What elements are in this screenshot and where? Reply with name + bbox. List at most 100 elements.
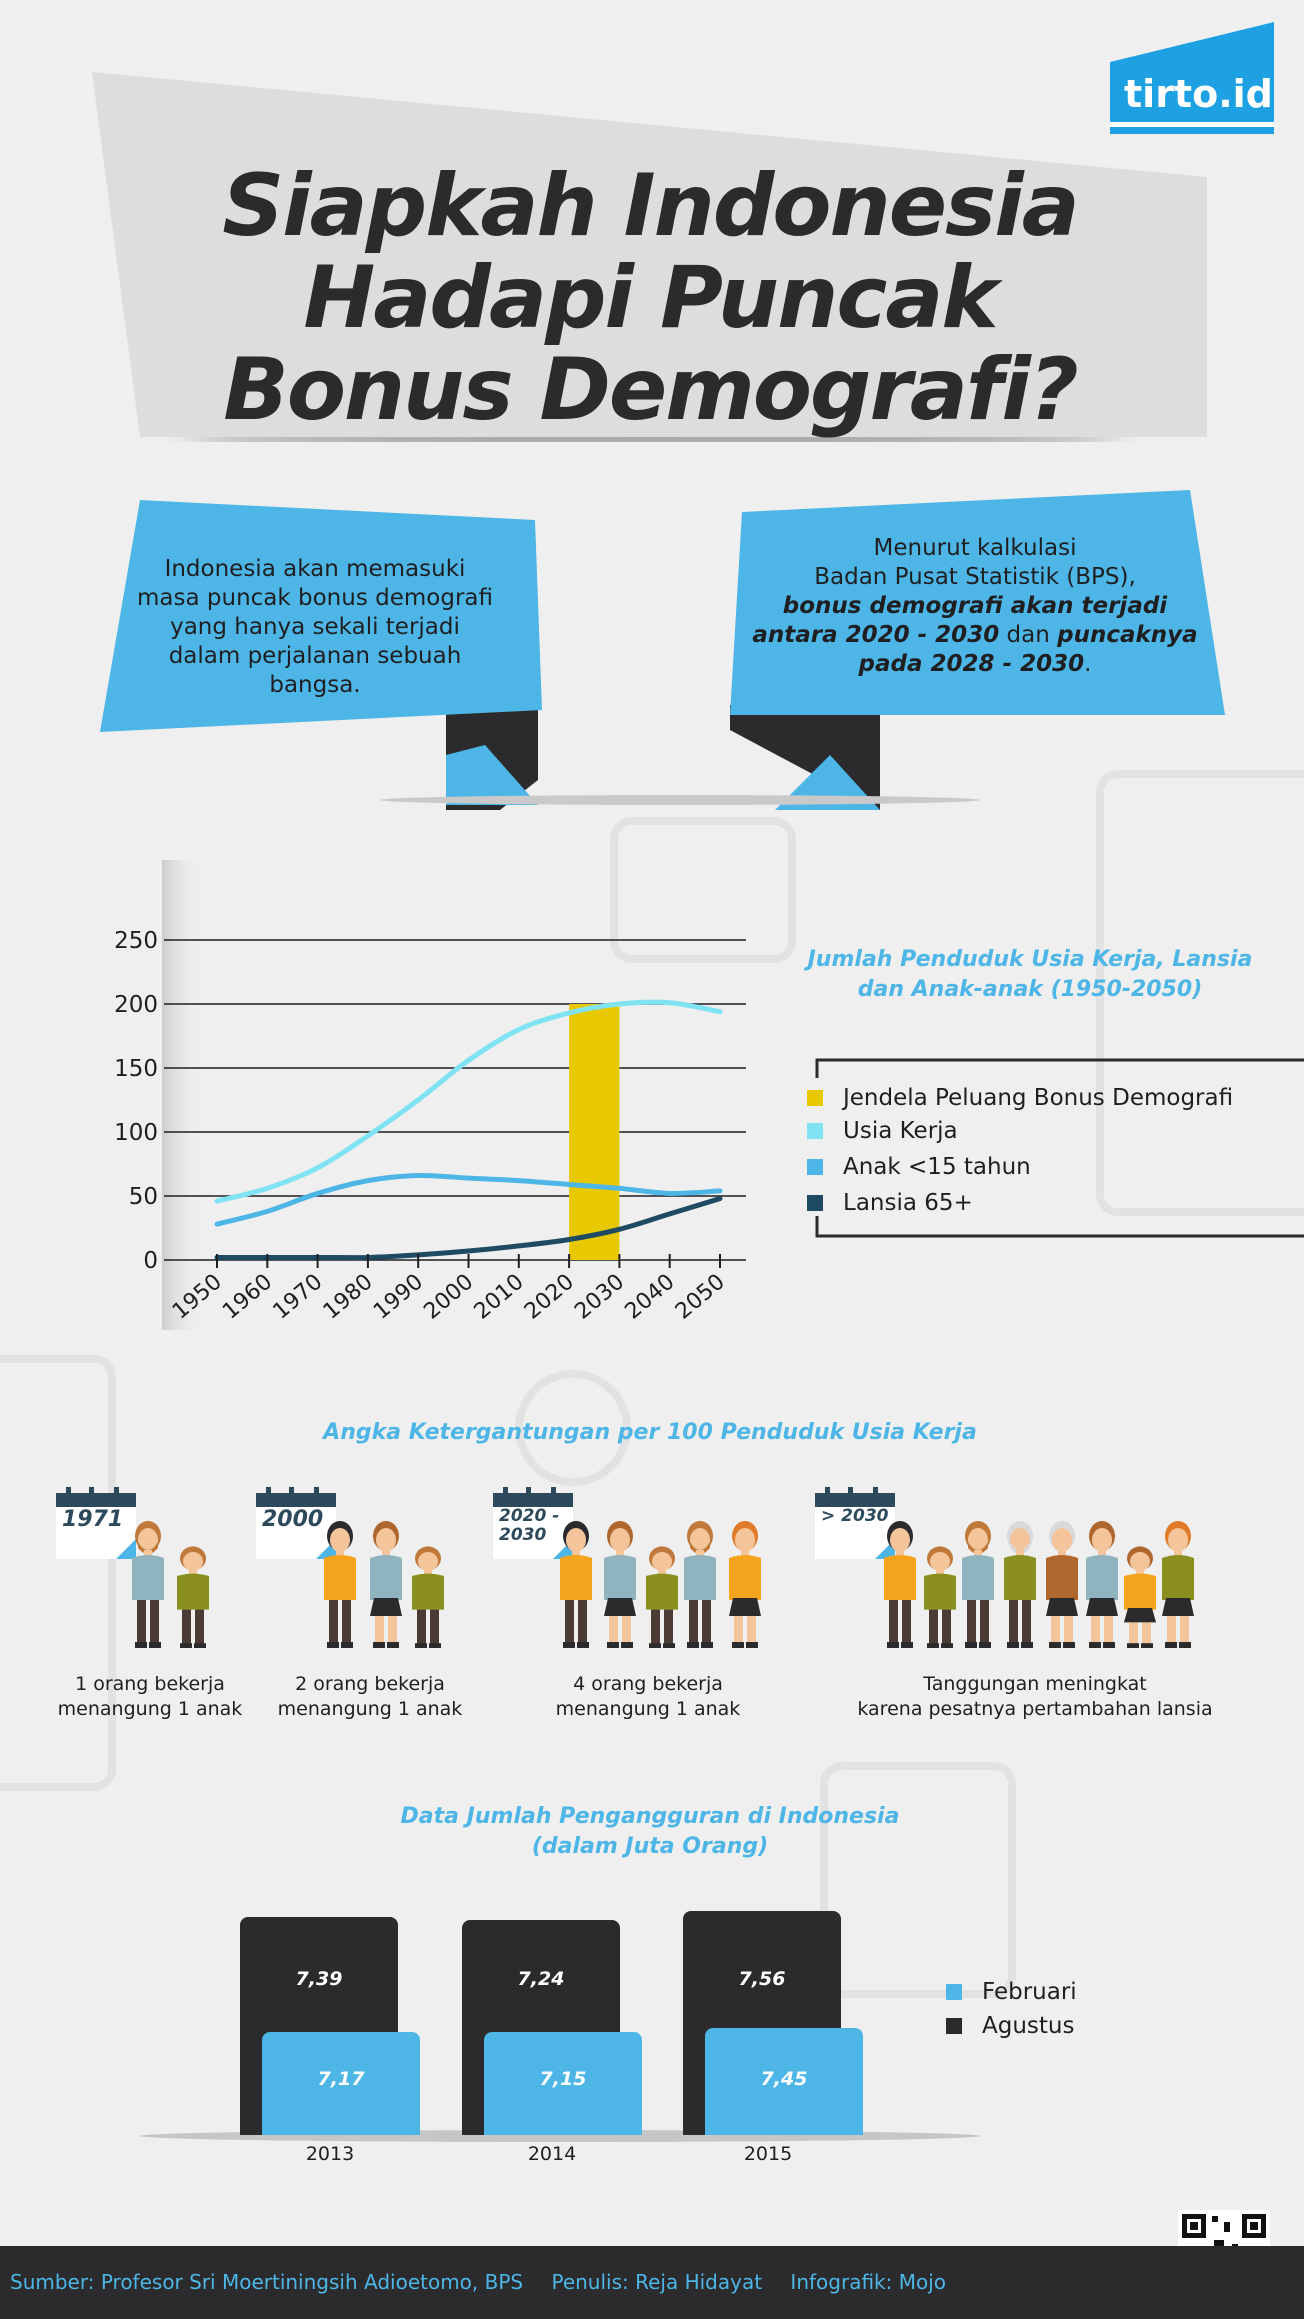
person-icon — [366, 1518, 406, 1652]
person-icon — [1000, 1518, 1040, 1652]
calendar-shape — [56, 1487, 136, 1559]
legend-label: Jendela Peluang Bonus Demografi — [843, 1085, 1234, 1111]
chart-title: Jumlah Penduduk Usia Kerja, Lansia dan A… — [807, 947, 1253, 1002]
bar-februari-2014 — [484, 2032, 642, 2135]
bar-label-agustus-2014: 7,24 — [517, 1968, 565, 1990]
person-icon — [1158, 1518, 1198, 1652]
y-tick-label: 50 — [129, 1184, 158, 1210]
population-chart: 1950196019701980199020002010202020302040… — [114, 860, 746, 1330]
legend-swatch — [807, 1123, 823, 1139]
callout-right-text: Menurut kalkulasi Badan Pusat Statistik … — [745, 534, 1205, 679]
unemployment-title-line1: Data Jumlah Pengangguran di Indonesia — [400, 1804, 900, 1829]
calendar-year: 1971 — [62, 1507, 124, 1532]
x-tick-label: 2030 — [570, 1269, 629, 1324]
footer-writer: Penulis: Reja Hidayat — [551, 2270, 763, 2294]
dependency-caption-2: 2 orang bekerja menangung 1 anak — [270, 1672, 470, 1722]
background-browser-icon — [1096, 770, 1304, 1216]
calendar-icon: 2020 - 2030 — [493, 1487, 573, 1559]
y-tick-label: 0 — [143, 1248, 158, 1274]
background-document-icon — [0, 1355, 116, 1791]
dependency-title: Angka Ketergantungan per 100 Penduduk Us… — [323, 1420, 977, 1445]
y-tick-label: 150 — [114, 1056, 158, 1082]
x-tick-label: 1990 — [369, 1269, 428, 1324]
bar-februari-2015 — [705, 2028, 863, 2135]
callout-right-line2: Badan Pusat Statistik (BPS), — [814, 564, 1136, 590]
footer-infographic: Infografik: Mojo — [790, 2270, 947, 2294]
bonus-window-highlight — [569, 1004, 620, 1260]
caption-line: menangung 1 anak — [277, 1698, 463, 1720]
calendar-icon: 2000 — [256, 1487, 336, 1559]
caption-line: menangung 1 anak — [555, 1698, 741, 1720]
legend-item-usia-kerja: Usia Kerja — [807, 1118, 958, 1144]
legend-label: Anak <15 tahun — [843, 1154, 1031, 1180]
callout-right-bold2: puncaknya pada 2028 - 2030 — [858, 622, 1198, 677]
caption-line: 2 orang bekerja — [295, 1673, 445, 1695]
dependency-caption-3: 4 orang bekerja menangung 1 anak — [548, 1672, 748, 1722]
year-label-2014: 2014 — [527, 2143, 577, 2165]
calendar-shape — [815, 1487, 895, 1559]
legend-item-agustus: Agustus — [946, 2013, 1074, 2039]
legend-swatch — [807, 1159, 823, 1175]
logo-text: tirto.id — [1124, 72, 1273, 116]
dependency-caption-4: Tanggungan meningkat karena pesatnya per… — [810, 1672, 1260, 1722]
bar-label-februari-2015: 7,45 — [760, 2068, 808, 2090]
footer-credits: Sumber: Profesor Sri Moertiningsih Adioe… — [10, 2270, 968, 2294]
person-icon — [556, 1518, 596, 1652]
dependency-caption-1: 1 orang bekerja menangung 1 anak — [50, 1672, 250, 1722]
legend-item-bonus-window: Jendela Peluang Bonus Demografi — [807, 1085, 1233, 1111]
person-icon — [173, 1544, 213, 1652]
footer-source: Sumber: Profesor Sri Moertiningsih Adioe… — [10, 2270, 524, 2294]
callout-right-end: . — [1084, 651, 1092, 677]
x-tick-label: 2000 — [419, 1269, 478, 1324]
legend-label: Februari — [982, 1979, 1077, 2005]
legend-label: Lansia 65+ — [843, 1190, 973, 1216]
person-icon — [320, 1518, 360, 1652]
x-tick-label: 1980 — [319, 1269, 378, 1324]
calendar-shape — [493, 1487, 573, 1559]
person-icon — [958, 1518, 998, 1652]
legend-frame — [815, 1058, 1304, 1238]
y-tick-label: 100 — [114, 1120, 158, 1146]
title-banner — [92, 72, 1207, 442]
year-label-2015: 2015 — [743, 2143, 793, 2165]
tirto-logo: tirto.id — [1110, 22, 1274, 134]
person-icon — [725, 1518, 765, 1652]
legend-swatch — [946, 2018, 962, 2034]
x-tick-label: 2040 — [621, 1269, 680, 1324]
x-tick-label: 1970 — [268, 1269, 327, 1324]
callout-right-bold1: bonus demografi akan terjadi antara 2020… — [752, 593, 1168, 648]
person-icon — [600, 1518, 640, 1652]
calendar-year: > 2030 — [821, 1506, 889, 1526]
title-line-2: Hadapi Puncak — [303, 248, 998, 348]
person-icon — [128, 1518, 168, 1652]
legend-label: Agustus — [982, 2013, 1075, 2039]
caption-line: karena pesatnya pertambahan lansia — [857, 1698, 1213, 1720]
legend-swatch — [946, 1984, 962, 2000]
series-line-anak-15-tahun — [214, 1172, 723, 1227]
unemployment-title: Data Jumlah Pengangguran di Indonesia (d… — [330, 1802, 970, 1862]
person-icon — [920, 1544, 960, 1652]
x-tick-label: 2050 — [671, 1269, 730, 1324]
callout-right-mid: dan — [999, 622, 1058, 648]
series-line-usia-kerja — [214, 999, 723, 1204]
legend-item-lansia: Lansia 65+ — [807, 1190, 973, 1216]
person-icon — [408, 1544, 448, 1652]
legend-swatch — [807, 1195, 823, 1211]
bar-label-agustus-2013: 7,39 — [295, 1968, 343, 1990]
person-icon — [1120, 1544, 1160, 1652]
bar-februari-2013 — [262, 2032, 420, 2135]
callout-left-text: Indonesia akan memasuki masa puncak bonu… — [137, 556, 493, 698]
calendar-shape — [256, 1487, 336, 1559]
year-label-2013: 2013 — [305, 2143, 355, 2165]
bar-label-februari-2013: 7,17 — [317, 2068, 365, 2090]
x-tick-label: 1960 — [218, 1269, 277, 1324]
series-line-lansia-65- — [214, 1196, 723, 1261]
legend-label: Usia Kerja — [843, 1118, 958, 1144]
caption-line: 1 orang bekerja — [75, 1673, 225, 1695]
legend-swatch — [807, 1090, 823, 1106]
person-icon — [1082, 1518, 1122, 1652]
y-tick-label: 200 — [114, 992, 158, 1018]
callout-right-line1: Menurut kalkulasi — [873, 535, 1077, 561]
callout-shadow — [380, 795, 980, 805]
calendar-icon: > 2030 — [815, 1487, 895, 1559]
